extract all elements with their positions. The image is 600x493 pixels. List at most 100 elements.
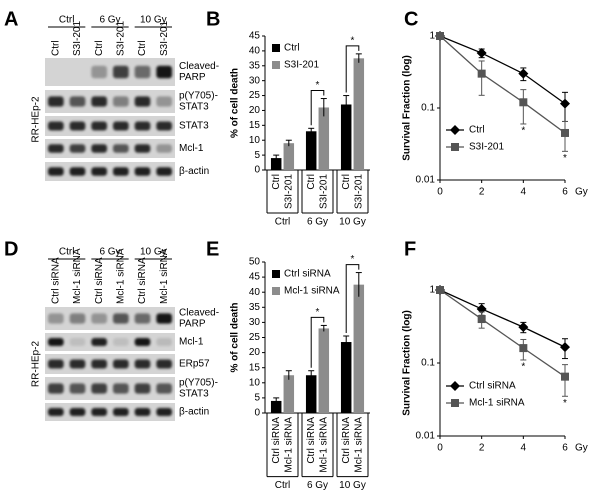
band — [113, 167, 129, 176]
band — [134, 96, 151, 107]
band — [48, 383, 64, 394]
y-tick-label: 0.1 — [421, 358, 435, 369]
bar — [318, 328, 330, 413]
row-label: Mcl-1 — [179, 143, 204, 154]
blot-strip — [45, 354, 175, 374]
row-label: Mcl-1 — [179, 337, 204, 348]
cell-line-label: RR-HEp-2 — [31, 96, 42, 143]
band — [113, 65, 129, 79]
legend-marker — [450, 381, 460, 391]
bar — [340, 342, 352, 413]
significance-mark: * — [521, 126, 525, 137]
band — [91, 313, 107, 324]
y-axis-title: % of cell death — [230, 68, 241, 138]
y-tick-label: 15 — [249, 362, 261, 373]
significance-bracket — [345, 45, 360, 93]
band — [156, 167, 172, 176]
band — [113, 96, 129, 107]
bar — [305, 375, 317, 413]
x-unit: Gy — [575, 443, 588, 454]
band — [156, 121, 172, 131]
significance-bracket — [345, 264, 360, 333]
point — [518, 68, 529, 79]
group-label: 6 Gy — [99, 247, 120, 258]
band — [48, 407, 64, 417]
lane-label: Ctrl — [50, 40, 61, 56]
band — [134, 337, 151, 347]
x-tick-label: S3I-201 — [283, 174, 294, 209]
band — [91, 407, 107, 417]
band — [113, 144, 129, 153]
group-label: Ctrl — [275, 480, 291, 491]
x-unit: Gy — [575, 187, 588, 198]
group-label: Ctrl — [275, 217, 291, 228]
x-tick-label: 4 — [521, 443, 527, 454]
y-tick-label: 50 — [249, 257, 261, 268]
row-label: β-actin — [179, 407, 209, 418]
bar — [318, 107, 330, 170]
group-label: 10 Gy — [339, 480, 366, 491]
x-tick-label: Ctrl siRNA — [271, 417, 282, 464]
lane-label: Ctrl siRNA — [94, 257, 105, 304]
band — [48, 167, 64, 176]
band — [113, 383, 129, 394]
band — [91, 359, 107, 369]
legend-label: S3I-201 — [469, 142, 504, 153]
series-line — [439, 35, 566, 105]
lane-label: S3I-201 — [115, 21, 126, 56]
point — [518, 322, 529, 333]
lane-label: Mcl-1 siRNA — [159, 248, 170, 304]
blot-strip — [45, 116, 175, 136]
band — [91, 65, 107, 79]
group-label: 10 Gy — [140, 15, 167, 26]
series-line — [439, 289, 566, 378]
x-tick-label: 2 — [479, 187, 485, 198]
y-tick-label: 35 — [249, 60, 261, 71]
blot-strip — [45, 307, 175, 330]
band — [91, 121, 107, 131]
band — [134, 359, 151, 369]
x-tick-label: 0 — [437, 187, 443, 198]
legend-label: Mcl-1 siRNA — [284, 286, 340, 297]
group-label: Ctrl — [59, 247, 75, 258]
blot-strip — [45, 139, 175, 158]
x-tick-label: Ctrl — [341, 174, 352, 190]
significance-mark: * — [563, 398, 567, 409]
band — [69, 407, 86, 417]
band — [113, 359, 129, 369]
legend-swatch — [272, 270, 280, 278]
panel-label: C — [404, 8, 418, 30]
row-label: β-actin — [179, 166, 209, 177]
blot-strip — [45, 162, 175, 181]
band — [48, 96, 64, 107]
band — [48, 144, 64, 153]
band — [69, 337, 86, 347]
significance-mark: * — [316, 80, 320, 91]
band — [91, 167, 107, 176]
y-tick-label: 0 — [254, 408, 260, 419]
significance-bracket — [310, 90, 325, 126]
lane-label: Ctrl siRNA — [137, 257, 148, 304]
significance-mark: * — [521, 362, 525, 373]
group-label: 6 Gy — [307, 217, 328, 228]
lane-label: Mcl-1 siRNA — [115, 248, 126, 304]
y-tick-label: 20 — [249, 105, 261, 116]
x-tick-label: Ctrl — [271, 174, 282, 190]
panel-label: F — [404, 238, 416, 260]
x-tick-label: Ctrl siRNA — [306, 417, 317, 464]
x-tick-label: S3I-201 — [318, 174, 329, 209]
group-label: Ctrl — [59, 15, 75, 26]
cell-line-label: RR-HEp-2 — [31, 341, 42, 388]
y-tick-label: 1 — [429, 285, 435, 296]
y-tick-label: 45 — [249, 272, 261, 283]
band — [134, 383, 151, 394]
point — [561, 372, 569, 381]
y-tick-label: 5 — [254, 393, 260, 404]
y-tick-label: 25 — [249, 332, 261, 343]
row-label: STAT3 — [179, 102, 209, 113]
row-label: PARP — [179, 72, 206, 83]
y-tick-label: 35 — [249, 302, 261, 313]
legend-label: Ctrl siRNA — [284, 269, 331, 280]
y-tick-label: 20 — [249, 347, 261, 358]
